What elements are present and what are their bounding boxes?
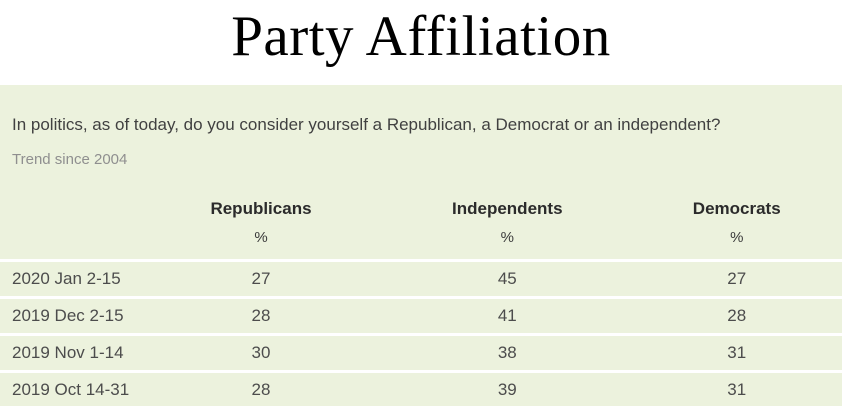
table-row: 2019 Dec 2-15 28 41 28: [0, 297, 842, 335]
independents-value: 41: [497, 306, 517, 326]
row-date: 2019 Dec 2-15: [12, 306, 124, 326]
unit-cell-independents: %: [500, 229, 514, 247]
column-header-democrats: Democrats: [692, 199, 781, 219]
republicans-value: 27: [251, 269, 271, 289]
date-column-header: [0, 168, 139, 219]
independents-value: 45: [497, 269, 517, 289]
table-row: 2019 Nov 1-14 30 38 31: [0, 334, 842, 372]
table-header-row: Republicans Independents Democrats: [0, 168, 842, 219]
party-affiliation-table: Republicans Independents Democrats % % %…: [0, 168, 842, 410]
page-title: Party Affiliation: [231, 5, 611, 68]
row-date: 2019 Nov 1-14: [12, 343, 124, 363]
column-header-independents: Independents: [452, 199, 563, 219]
unit-cell-democrats: %: [730, 229, 744, 247]
row-date: 2020 Jan 2-15: [12, 269, 121, 289]
poll-question: In politics, as of today, do you conside…: [12, 115, 721, 134]
table-row: 2019 Oct 14-31 28 39 31: [0, 371, 842, 409]
trend-note: Trend since 2004: [12, 151, 128, 169]
republicans-value: 30: [251, 343, 271, 363]
unit-cell-republicans: %: [254, 229, 268, 247]
democrats-value: 27: [727, 269, 747, 289]
masthead: Party Affiliation: [0, 0, 842, 85]
independents-value: 39: [497, 380, 517, 400]
unit-cell-empty: [0, 219, 139, 261]
republicans-value: 28: [251, 306, 271, 326]
poll-panel: In politics, as of today, do you conside…: [0, 85, 842, 409]
unit-row: % % %: [0, 219, 842, 261]
independents-value: 38: [497, 343, 517, 363]
row-date: 2019 Oct 14-31: [12, 380, 130, 400]
table-row: 2020 Jan 2-15 27 45 27: [0, 260, 842, 298]
democrats-value: 31: [727, 343, 747, 363]
democrats-value: 28: [727, 306, 747, 326]
democrats-value: 31: [727, 380, 747, 400]
column-header-republicans: Republicans: [210, 199, 312, 219]
republicans-value: 28: [251, 380, 271, 400]
